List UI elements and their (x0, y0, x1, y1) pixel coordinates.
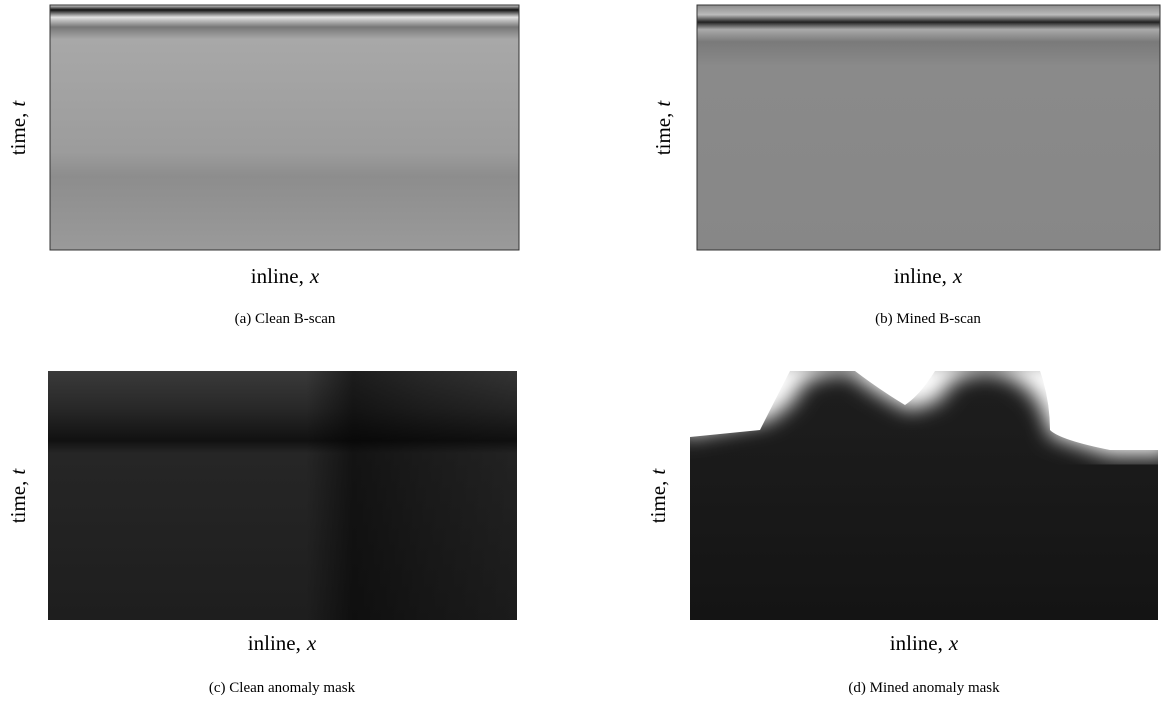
clean-bscan-image (50, 5, 519, 250)
y-label-word: time, (6, 113, 30, 156)
caption: (d) Mined anomaly mask (848, 680, 1000, 696)
x-label-symbol: x (306, 631, 317, 655)
y-axis-label: time, t (6, 468, 30, 524)
y-axis-label: time, t (6, 100, 30, 156)
y-label-symbol: t (6, 468, 30, 475)
caption: (c) Clean anomaly mask (209, 680, 356, 696)
figure: time,tinline,x(a) Clean B-scantime,tinli… (0, 0, 1161, 708)
y-label-symbol: t (6, 100, 30, 107)
x-label-word: inline, (894, 264, 947, 288)
y-label-word: time, (646, 481, 670, 524)
y-label-word: time, (6, 481, 30, 524)
x-axis-label: inline,x (890, 631, 959, 655)
x-label-word: inline, (890, 631, 943, 655)
x-axis-label: inline,x (894, 264, 963, 288)
x-label-word: inline, (251, 264, 304, 288)
mined-bscan-image (697, 5, 1160, 250)
y-label-symbol: t (651, 100, 675, 107)
clean-mask-image (48, 371, 517, 620)
y-axis-label: time, t (651, 100, 675, 156)
x-label-word: inline, (248, 631, 301, 655)
y-label-word: time, (651, 113, 675, 156)
y-axis-label: time, t (646, 468, 670, 524)
x-label-symbol: x (948, 631, 959, 655)
x-label-symbol: x (952, 264, 963, 288)
y-label-symbol: t (646, 468, 670, 475)
mined-mask-image (680, 360, 1161, 620)
x-axis-label: inline,x (248, 631, 317, 655)
caption: (a) Clean B-scan (235, 311, 336, 327)
x-label-symbol: x (309, 264, 320, 288)
caption: (b) Mined B-scan (875, 311, 981, 327)
x-axis-label: inline,x (251, 264, 320, 288)
